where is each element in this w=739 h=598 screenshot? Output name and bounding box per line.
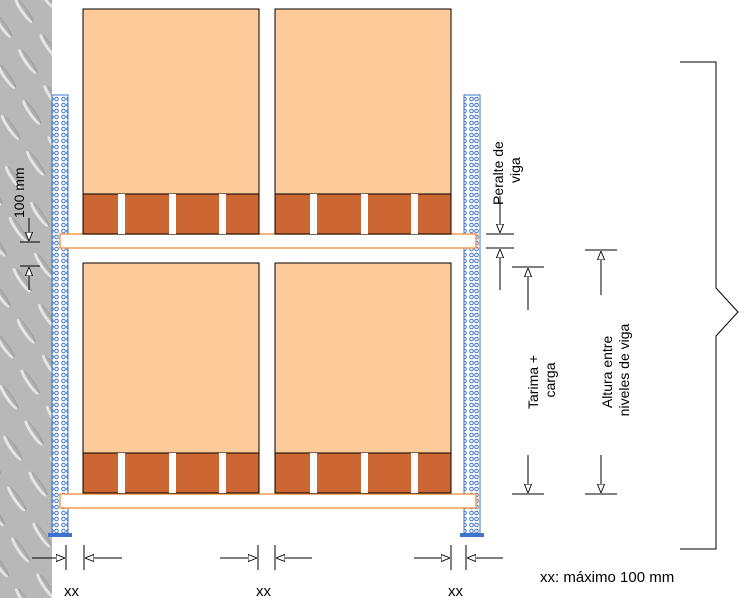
load-height-label: Tarima + carga — [525, 351, 558, 409]
clearance-label-middle: xx — [256, 583, 272, 598]
gap-dimension — [20, 218, 40, 290]
right-upright — [460, 94, 484, 537]
clearance-dimension-right — [414, 545, 503, 570]
upper-left-load — [82, 8, 260, 235]
lower-left-load — [82, 262, 260, 494]
upper-right-load — [274, 8, 452, 235]
level-height-dimension — [585, 249, 617, 495]
clearance-dimension-middle — [220, 545, 312, 570]
clearance-note: xx: máximo 100 mm — [540, 569, 674, 586]
lower-beam — [59, 493, 477, 509]
clearance-dimension-left — [32, 545, 122, 570]
clearance-label-right: xx — [448, 583, 464, 598]
gap-label: 100 mm — [11, 167, 27, 218]
clearance-label-left: xx — [64, 583, 80, 598]
upper-beam — [59, 233, 477, 249]
lower-right-load — [274, 262, 452, 494]
total-height-brace — [680, 61, 739, 550]
floor-plate — [0, 0, 52, 598]
load-height-dimension — [512, 266, 544, 495]
left-upright — [48, 94, 72, 537]
beam-depth-dimension — [486, 196, 514, 290]
level-height-label: Altura entre niveles de viga — [599, 323, 632, 416]
beam-depth-label: Peralte de viga — [490, 137, 523, 205]
